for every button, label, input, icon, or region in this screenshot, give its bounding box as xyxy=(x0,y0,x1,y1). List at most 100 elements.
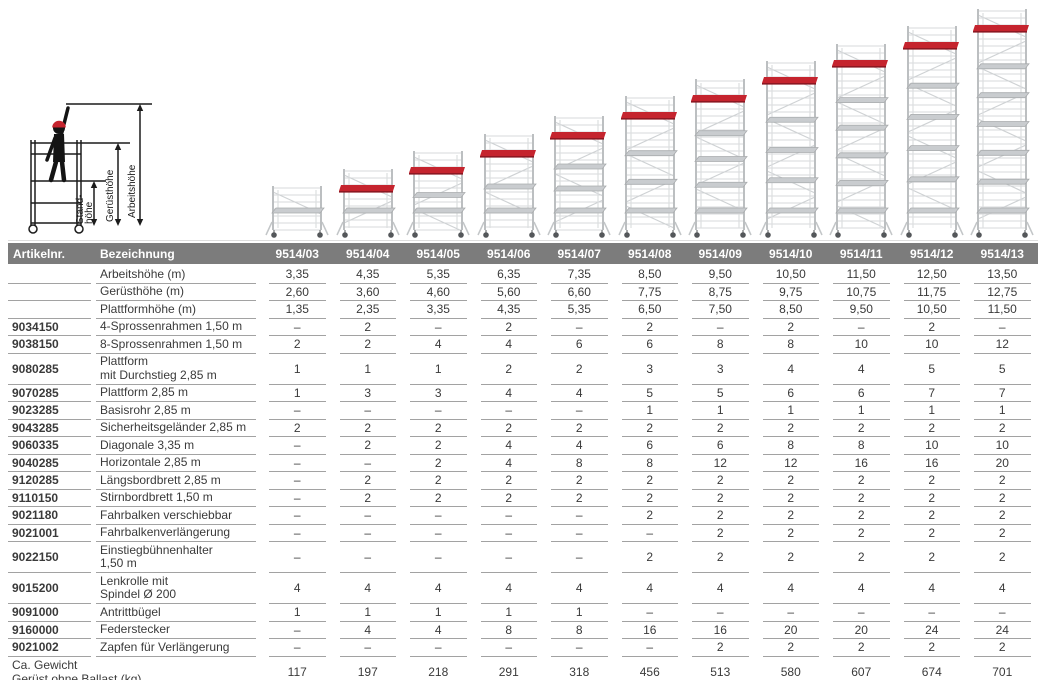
model-column-header: 9514/11 xyxy=(839,246,883,261)
model-column-header: 9514/09 xyxy=(698,246,742,261)
value-cell: – xyxy=(621,525,678,542)
value-cell: 7,35 xyxy=(551,266,608,284)
value-cell: 2 xyxy=(621,542,678,573)
artikelnr-cell: 9015200 xyxy=(8,573,91,604)
value-cell: 2 xyxy=(692,420,749,437)
value-cell: 4 xyxy=(762,354,819,385)
value-cell: 1 xyxy=(903,402,960,420)
value-cell: 3,35 xyxy=(269,266,326,284)
model-column-header: 9514/04 xyxy=(346,246,390,261)
weight-value: 674 xyxy=(921,665,942,679)
weight-footer-row: Ca. Gewicht Gerüst ohne Ballast (kg) 117… xyxy=(8,657,1038,680)
value-cell: 1 xyxy=(974,402,1031,420)
tower-9514-08 xyxy=(617,94,683,243)
value-cell: – xyxy=(269,437,326,455)
value-cell: 12 xyxy=(762,455,819,472)
table-row: Plattformhöhe (m) 1,35 2,35 3,35 4,35 5,35 6,5… xyxy=(8,301,1038,319)
value-cell: 1 xyxy=(551,604,608,622)
bezeichnung-cell: 4-Sprossenrahmen 1,50 m xyxy=(96,319,256,336)
bezeichnung-column-header: Bezeichnung xyxy=(100,246,175,261)
value-cell: 12,75 xyxy=(974,284,1031,301)
artikelnr-cell: 9034150 xyxy=(8,319,91,336)
value-cell: 2 xyxy=(833,472,890,490)
value-cell: 3 xyxy=(410,385,467,402)
table-row: 9034150 4-Sprossenrahmen 1,50 m –2–2–2–2–2… xyxy=(8,319,1038,336)
value-cell: 1,35 xyxy=(269,301,326,319)
weight-value: 580 xyxy=(780,665,801,679)
value-cell: – xyxy=(269,402,326,420)
value-cell: 5,35 xyxy=(410,266,467,284)
value-cell: – xyxy=(410,402,467,420)
value-cell: – xyxy=(480,525,537,542)
bezeichnung-cell: Längsbordbrett 2,85 m xyxy=(96,472,256,490)
bezeichnung-cell: Fahrbalken verschiebbar xyxy=(96,507,256,525)
value-cell: – xyxy=(269,472,326,490)
value-cell: – xyxy=(410,319,467,336)
weight-value: 513 xyxy=(710,665,731,679)
value-cell: – xyxy=(833,604,890,622)
tower-9514-05 xyxy=(405,149,471,243)
value-cell: – xyxy=(339,525,396,542)
value-cell: 4 xyxy=(480,336,537,354)
value-cell: 2 xyxy=(762,490,819,507)
value-cell: – xyxy=(551,507,608,525)
value-cell: 6 xyxy=(762,385,819,402)
value-cell: 2 xyxy=(621,472,678,490)
spec-table: Artikelnr. Bezeichnung 9514/03 9514/04 951… xyxy=(8,240,1038,680)
value-cell: 1 xyxy=(621,402,678,420)
value-cell: 2 xyxy=(410,490,467,507)
bezeichnung-cell: Stirnbordbrett 1,50 m xyxy=(96,490,256,507)
value-cell: 24 xyxy=(974,622,1031,639)
value-cell: – xyxy=(762,604,819,622)
bezeichnung-cell: Einstiegbühnenhalter 1,50 m xyxy=(96,542,256,573)
weight-value: 701 xyxy=(992,665,1013,679)
value-cell: 2 xyxy=(551,354,608,385)
value-cell: 3 xyxy=(339,385,396,402)
weight-value: 456 xyxy=(639,665,660,679)
table-top-rule xyxy=(8,240,1038,241)
value-cell: – xyxy=(551,402,608,420)
value-cell: 1 xyxy=(339,604,396,622)
tower-9514-06 xyxy=(476,132,542,243)
value-cell: 2 xyxy=(692,490,749,507)
value-cell: 20 xyxy=(833,622,890,639)
value-cell: 4 xyxy=(339,573,396,604)
artikelnr-cell: 9091000 xyxy=(8,604,91,622)
model-column-header: 9514/08 xyxy=(628,246,672,261)
value-cell: 5,35 xyxy=(551,301,608,319)
value-cell: 6 xyxy=(692,437,749,455)
bezeichnung-cell: Basisrohr 2,85 m xyxy=(96,402,256,420)
weight-value: 197 xyxy=(357,665,378,679)
bezeichnung-cell: Gerüsthöhe (m) xyxy=(96,284,256,301)
value-cell: 16 xyxy=(903,455,960,472)
value-cell: 2 xyxy=(692,525,749,542)
table-row: 9110150 Stirnbordbrett 1,50 m –2 2 2 2 2 2 2 2 2 2 xyxy=(8,490,1038,507)
value-cell: 4 xyxy=(410,622,467,639)
value-cell: 2 xyxy=(339,472,396,490)
value-cell: 2 xyxy=(551,420,608,437)
value-cell: 5,60 xyxy=(480,284,537,301)
value-cell: 10 xyxy=(833,336,890,354)
value-cell: 12,50 xyxy=(903,266,960,284)
value-cell: 6 xyxy=(551,336,608,354)
weight-value: 318 xyxy=(569,665,590,679)
dimension-arrows xyxy=(90,104,144,226)
bezeichnung-cell: Zapfen für Verlängerung xyxy=(96,639,256,657)
weight-value: 218 xyxy=(428,665,449,679)
value-cell: 2 xyxy=(410,472,467,490)
value-cell: 2 xyxy=(339,336,396,354)
value-cell: 4,60 xyxy=(410,284,467,301)
value-cell: 2 xyxy=(692,472,749,490)
value-cell: 6 xyxy=(621,336,678,354)
value-cell: 10 xyxy=(974,437,1031,455)
value-cell: 2 xyxy=(833,525,890,542)
value-cell: – xyxy=(551,639,608,657)
value-cell: 8 xyxy=(621,455,678,472)
table-row: 9021180 Fahrbalken verschiebbar – – – – –2 2 2 2 2… xyxy=(8,507,1038,525)
value-cell: 2 xyxy=(621,490,678,507)
value-cell: 2 xyxy=(974,525,1031,542)
value-cell: – xyxy=(269,622,326,639)
value-cell: 2 xyxy=(762,319,819,336)
